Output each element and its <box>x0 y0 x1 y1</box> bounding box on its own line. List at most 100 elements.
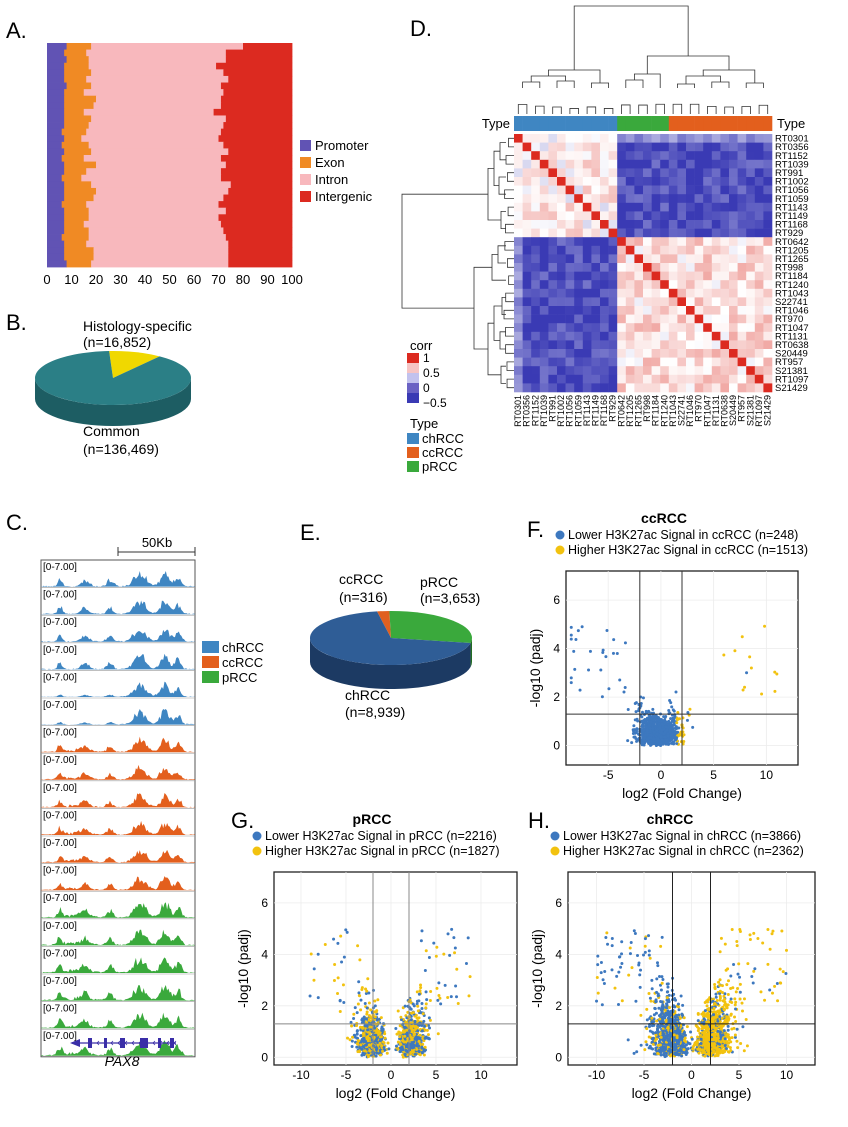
data-point <box>773 670 777 674</box>
track-range: [0-7.00] <box>43 1031 77 1042</box>
heatmap-cell <box>686 323 695 333</box>
dendro-branch <box>504 189 514 199</box>
data-point <box>630 741 634 745</box>
heatmap-cell <box>729 168 738 178</box>
heatmap-cell <box>582 306 592 315</box>
data-point <box>655 1019 659 1023</box>
bar-segment <box>64 187 97 195</box>
heatmap-cell <box>565 306 575 315</box>
data-point <box>362 1032 366 1036</box>
heatmap-cell <box>643 185 652 195</box>
heatmap-cell <box>686 366 695 376</box>
heatmap-cell <box>608 366 618 376</box>
heatmap-cell <box>729 271 738 281</box>
data-point <box>641 723 645 727</box>
heatmap-cell <box>557 271 566 281</box>
heatmap-cell <box>539 220 549 229</box>
heatmap-cell <box>754 323 764 333</box>
data-point <box>424 1002 428 1006</box>
dendro-branch <box>505 223 514 234</box>
heatmap-cell <box>600 211 609 221</box>
data-point <box>752 969 756 973</box>
heatmap-cell <box>694 142 704 152</box>
heatmap-cell <box>574 159 584 169</box>
heatmap-cell <box>608 306 618 315</box>
heatmap-cell <box>591 288 601 298</box>
gene-exon <box>170 1038 174 1048</box>
heatmap-cell <box>514 306 523 315</box>
heatmap-cell <box>729 177 738 186</box>
data-point <box>734 1020 738 1024</box>
heatmap-cell <box>763 374 773 384</box>
heatmap-cell <box>737 202 747 212</box>
bar-segment <box>86 201 219 209</box>
data-point <box>421 1042 425 1046</box>
heatmap-cell <box>720 288 730 298</box>
data-point <box>418 989 422 993</box>
data-point <box>438 996 442 1000</box>
heatmap-cell <box>660 159 670 169</box>
data-point <box>398 1050 402 1054</box>
dendro-branch <box>517 104 528 114</box>
data-point <box>654 727 658 731</box>
heatmap-cell <box>746 134 756 143</box>
heatmap-cell <box>677 323 687 333</box>
data-point <box>395 1032 399 1036</box>
bar-segment <box>47 214 65 222</box>
bar-segment <box>91 148 229 156</box>
heatmap-cell <box>711 288 721 298</box>
data-point <box>685 718 689 722</box>
heatmap-cell <box>643 142 652 152</box>
heatmap-cell <box>763 349 773 358</box>
heatmap-cell <box>703 263 713 272</box>
bar-segment <box>83 108 214 116</box>
type-legend-title: Type <box>410 416 438 431</box>
heatmap-cell <box>591 168 601 178</box>
heatmap-cell <box>694 185 704 195</box>
heatmap-cell <box>548 177 558 186</box>
bar-segment <box>228 260 293 268</box>
heatmap-cell <box>737 349 747 358</box>
data-point <box>359 1034 363 1038</box>
heatmap-cell <box>711 168 721 178</box>
heatmap-cell <box>565 159 575 169</box>
data-point <box>355 1032 359 1036</box>
data-point <box>580 625 584 629</box>
heatmap-cell <box>591 159 601 169</box>
heatmap-cell <box>694 254 704 264</box>
heatmap-cell <box>591 202 601 212</box>
heatmap-cell <box>617 263 627 272</box>
heatmap-cell <box>746 237 756 247</box>
heatmap-cell <box>694 288 704 298</box>
data-point <box>639 701 643 705</box>
heatmap-cell <box>522 280 532 290</box>
bar-segment <box>47 62 65 70</box>
data-point <box>663 716 667 720</box>
data-point <box>729 1040 733 1044</box>
data-point <box>355 1045 359 1049</box>
heatmap-cell <box>531 159 541 169</box>
bar-segment <box>93 102 222 110</box>
heatmap-cell <box>514 245 523 255</box>
heatmap-cell <box>531 297 541 307</box>
col-label: RT1046 <box>685 395 695 427</box>
heatmap-cell <box>539 185 549 195</box>
dendro-branch <box>552 106 562 114</box>
data-point <box>402 1040 406 1044</box>
heatmap-cell <box>514 357 523 367</box>
heatmap-cell <box>591 340 601 350</box>
heatmap-cell <box>557 288 566 298</box>
bar-segment <box>47 49 65 57</box>
heatmap-cell <box>574 134 584 143</box>
dendro-branch <box>505 292 514 303</box>
dendro-branch <box>508 137 514 148</box>
heatmap-cell <box>729 237 738 247</box>
heatmap-cell <box>703 366 713 376</box>
heatmap-cell <box>711 306 721 315</box>
bar-segment <box>47 155 63 162</box>
heatmap-cell <box>711 220 721 229</box>
data-point <box>660 728 664 732</box>
heatmap-cell <box>729 211 738 221</box>
data-point <box>338 998 342 1002</box>
